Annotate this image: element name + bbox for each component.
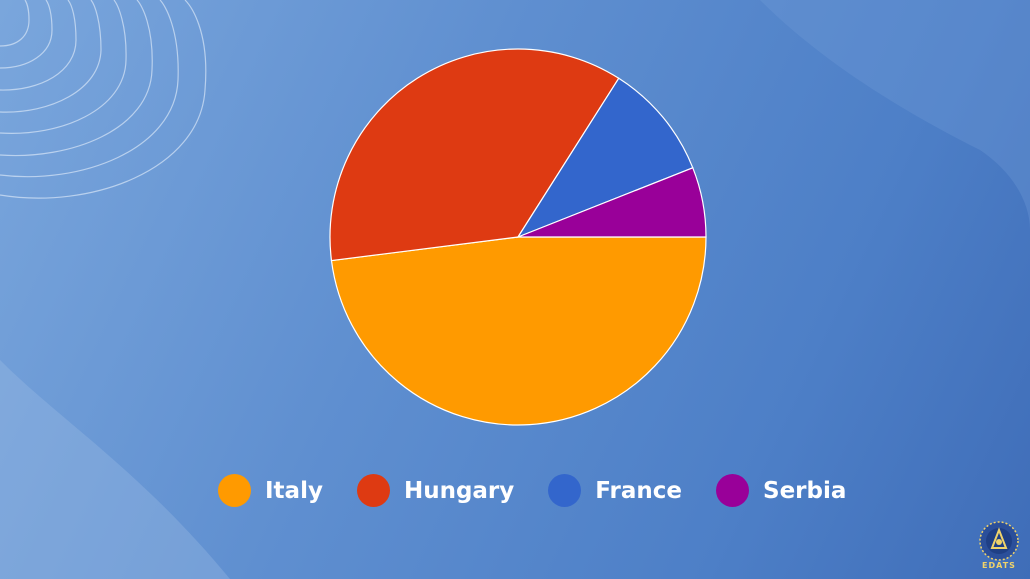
legend-item-france: France [548, 474, 682, 507]
pie-slices [329, 48, 707, 426]
legend-swatch-serbia [716, 474, 749, 507]
chart-legend: Italy Hungary France Serbia [218, 474, 880, 507]
legend-label-serbia: Serbia [763, 477, 847, 504]
pie-slice-italy [330, 236, 707, 426]
pie-slice-serbia [517, 167, 707, 238]
logo-text: EDATS [982, 561, 1016, 570]
legend-swatch-hungary [356, 474, 390, 507]
edats-logo-icon: EDATS [976, 520, 1022, 574]
legend-label-france: France [595, 477, 682, 504]
legend-item-serbia: Serbia [716, 474, 846, 507]
legend-label-hungary: Hungary [403, 477, 515, 504]
pie-slice-france [516, 77, 694, 239]
pie-slice-hungary [329, 48, 620, 262]
legend-item-italy: Italy [218, 474, 323, 507]
logo-emblem-icon [979, 521, 1019, 561]
legend-swatch-france [548, 474, 582, 507]
legend-item-hungary: Hungary [356, 474, 515, 507]
legend-swatch-italy [218, 474, 251, 507]
legend-label-italy: Italy [265, 477, 323, 504]
